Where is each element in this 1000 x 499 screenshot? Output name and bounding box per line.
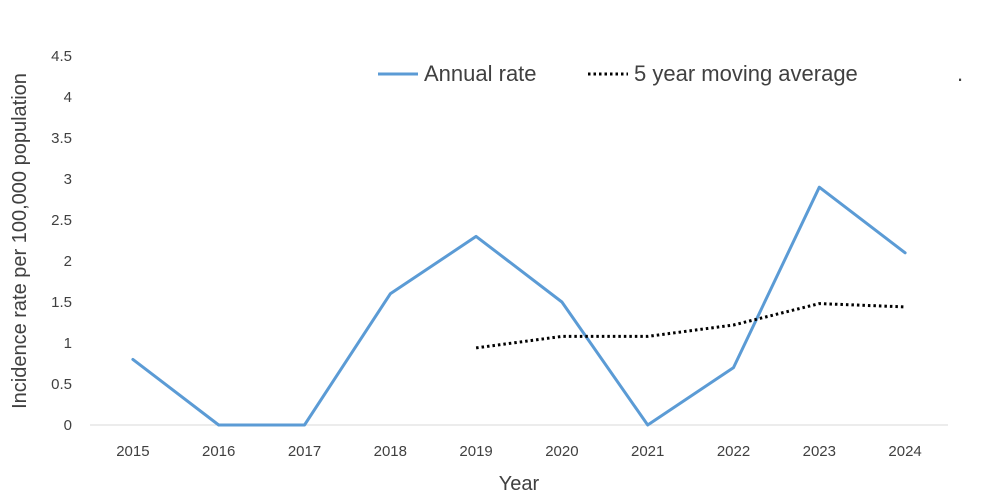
annual-rate-point [475, 235, 478, 238]
y-tick-label: 4.5 [51, 48, 72, 65]
moving-average-point [732, 323, 735, 326]
moving-average-point [904, 305, 907, 308]
x-tick-label: 2022 [717, 443, 750, 460]
x-axis-title: Year [499, 473, 540, 495]
annual-rate-point [904, 251, 907, 254]
x-axis-ticks: 2015 2016 2017 2018 2019 2020 2021 2022 2023 2024 [116, 443, 922, 460]
annual-rate-point [560, 301, 563, 304]
legend-trailing-mark: . [957, 61, 963, 86]
annual-rate-point [389, 292, 392, 295]
y-tick-label: 2.5 [51, 212, 72, 229]
y-tick-label: 0.5 [51, 376, 72, 393]
y-axis-title: Incidence rate per 100,000 population [9, 73, 31, 409]
legend-label-annual-rate: Annual rate [424, 61, 537, 86]
x-tick-label: 2016 [202, 443, 235, 460]
moving-average-point [818, 302, 821, 305]
moving-average-point [560, 335, 563, 338]
y-axis-ticks: 0 0.5 1 1.5 2 2.5 3 3.5 4 4.5 [51, 48, 72, 434]
y-tick-label: 3.5 [51, 130, 72, 147]
y-tick-label: 4 [64, 89, 72, 106]
x-tick-label: 2015 [116, 443, 149, 460]
x-tick-label: 2019 [459, 443, 492, 460]
annual-rate-point [131, 358, 134, 361]
annual-rate-point [303, 424, 306, 427]
legend-label-moving-average: 5 year moving average [634, 61, 858, 86]
series-layer [131, 185, 907, 427]
x-tick-label: 2023 [803, 443, 836, 460]
annual-rate-point [217, 424, 220, 427]
x-tick-label: 2020 [545, 443, 578, 460]
y-tick-label: 1.5 [51, 294, 72, 311]
y-tick-label: 3 [64, 171, 72, 188]
y-tick-label: 0 [64, 417, 72, 434]
y-tick-label: 2 [64, 253, 72, 270]
x-tick-label: 2017 [288, 443, 321, 460]
moving-average-line [475, 302, 906, 350]
legend: Annual rate 5 year moving average . [378, 61, 963, 86]
annual-rate-point [646, 424, 649, 427]
moving-average-point [646, 335, 649, 338]
annual-rate-line [131, 185, 907, 427]
x-tick-label: 2021 [631, 443, 664, 460]
y-tick-label: 1 [64, 335, 72, 352]
annual-rate-point [818, 186, 821, 189]
x-tick-label: 2024 [888, 443, 921, 460]
annual-rate-point [732, 366, 735, 369]
x-tick-label: 2018 [374, 443, 407, 460]
moving-average-point [475, 346, 478, 349]
